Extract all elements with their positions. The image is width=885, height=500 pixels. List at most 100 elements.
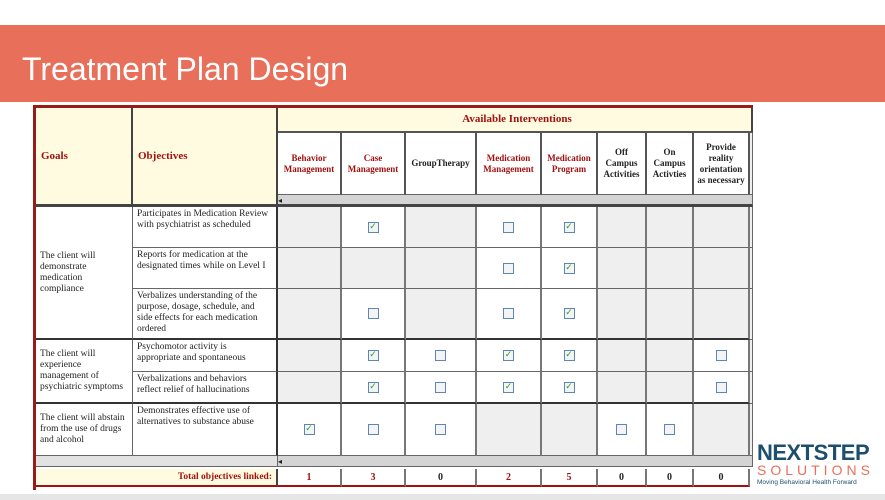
intervention-cell: ✓ [542,289,598,340]
checkbox-checked[interactable]: ✓ [303,424,315,435]
checkbox-checked[interactable]: ✓ [563,381,575,393]
available-interventions-header: Available Interventions [278,108,753,133]
intervention-header: Medication Program [542,133,598,195]
objective-cell: Psychomotor activity is appropriate and … [133,340,278,372]
unavailable-cell [598,248,647,289]
intervention-cell [342,289,406,340]
unavailable-cell [647,248,694,289]
unavailable-cell [542,404,598,456]
checkbox-checked[interactable]: ✓ [367,221,379,233]
intervention-header: Case Management [342,133,406,195]
intervention-header: Medication Management [477,133,542,195]
intervention-cell [406,372,477,404]
checkbox-checked[interactable]: ✓ [503,350,514,361]
checkbox-unchecked[interactable] [503,262,514,274]
unavailable-cell [278,289,342,340]
intervention-header: Behavior Management [278,133,342,195]
intervention-cell: ✓ [542,207,598,248]
checkbox-checked[interactable]: ✓ [367,350,379,361]
intervention-cell [342,404,406,456]
intervention-cell [477,207,542,248]
unavailable-cell [647,207,694,248]
unavailable-cell [406,289,477,340]
nextstep-logo: NEXTSTEP SOLUTIONS Moving Behavioral Hea… [757,440,874,487]
objective-cell: Demonstrates effective use of alternativ… [133,404,278,456]
unavailable-cell [598,372,647,404]
objectives-header: Objectives [133,108,278,207]
unavailable-cell [694,248,750,289]
total-value: 1 [278,469,342,487]
intervention-cell [647,404,694,456]
treatment-plan-grid: Goals Objectives Available Interventions Be… [33,105,753,490]
checkbox-checked[interactable]: ✓ [367,381,379,393]
intervention-header-scrollbar[interactable]: ◂ [278,195,753,207]
checkbox-unchecked[interactable] [715,381,727,393]
checkbox-unchecked[interactable] [715,350,727,361]
intervention-cell: ✓ [342,372,406,404]
intervention-header-partial [750,133,753,195]
intervention-header: GroupTherapy [406,133,477,195]
intervention-cell: ✓ [342,340,406,372]
objective-cell: Verbalizations and behaviors reflect rel… [133,372,278,404]
checkbox-unchecked[interactable] [664,424,675,435]
checkbox-unchecked[interactable] [503,221,514,233]
unavailable-cell [278,372,342,404]
unavailable-cell [647,340,694,372]
intervention-cell: ✓ [542,248,598,289]
checkbox-checked[interactable]: ✓ [563,221,575,233]
interventions-scrollbar[interactable]: ◂ [278,456,753,467]
unavailable-cell [647,289,694,340]
intervention-cell: ✓ [542,372,598,404]
objective-cell: Participates in Medication Review with p… [133,207,278,248]
intervention-header: On Campus Activties [647,133,694,195]
checkbox-unchecked[interactable] [367,308,379,319]
logo-line1: NEXTSTEP [757,440,870,465]
unavailable-cell [406,248,477,289]
total-value: 0 [406,469,477,487]
intervention-cell: ✓ [477,372,542,404]
intervention-header: Provide reality orientation as necessary [694,133,750,195]
unavailable-cell [598,289,647,340]
checkbox-checked[interactable]: ✓ [563,262,575,274]
unavailable-cell [477,404,542,456]
partial-column-cell [750,372,753,404]
checkbox-unchecked[interactable] [616,424,627,435]
goals-header: Goals [36,108,133,207]
intervention-cell: ✓ [542,340,598,372]
checkbox-unchecked[interactable] [503,308,514,319]
intervention-cell [477,248,542,289]
totals-label: Total objectives linked: [36,469,278,487]
bottom-strip [0,494,885,500]
partial-column-cell [750,248,753,289]
checkbox-checked[interactable]: ✓ [503,381,514,393]
unavailable-cell [647,372,694,404]
objective-cell: Verbalizes understanding of the purpose,… [133,289,278,340]
checkbox-unchecked[interactable] [435,381,446,393]
total-value: 0 [647,469,694,487]
unavailable-cell [406,207,477,248]
unavailable-cell [694,207,750,248]
logo-line2: SOLUTIONS [757,462,874,478]
intervention-cell: ✓ [342,207,406,248]
checkbox-checked[interactable]: ✓ [563,308,575,319]
intervention-cell [477,289,542,340]
checkbox-unchecked[interactable] [435,350,446,361]
logo-tagline: Moving Behavioral Health Forward [757,479,857,486]
checkbox-checked[interactable]: ✓ [563,350,575,361]
intervention-cell [694,372,750,404]
unavailable-cell [342,248,406,289]
partial-column-cell [750,207,753,248]
intervention-cell: ✓ [477,340,542,372]
intervention-cell [406,404,477,456]
title-banner: Treatment Plan Design [0,25,885,102]
checkbox-unchecked[interactable] [367,424,379,435]
total-value: 0 [598,469,647,487]
unavailable-cell [278,207,342,248]
intervention-cell [598,404,647,456]
objective-cell: Reports for medication at the designated… [133,248,278,289]
intervention-cell [694,340,750,372]
objectives-scrollbar[interactable] [36,456,278,467]
partial-column-cell [750,289,753,340]
checkbox-unchecked[interactable] [435,424,446,435]
intervention-header: Off Campus Activities [598,133,647,195]
